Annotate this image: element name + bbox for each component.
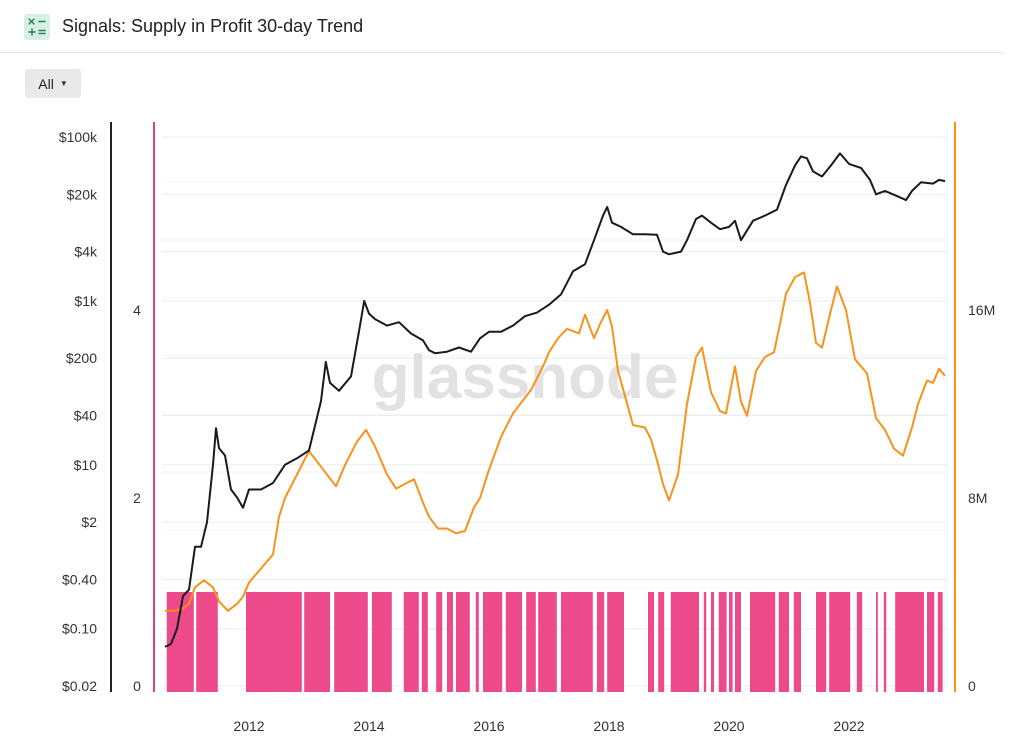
signal-tick-label: 2 — [133, 490, 141, 506]
signal-bar — [505, 592, 522, 692]
signal-bar — [829, 592, 851, 692]
signal-bar — [816, 592, 827, 692]
signal-bar — [883, 592, 887, 692]
signal-bar — [607, 592, 624, 692]
signal-bar — [856, 592, 863, 692]
supply-line — [165, 271, 946, 612]
signal-bar — [895, 592, 924, 692]
signal-bar — [456, 592, 470, 692]
supply-tick-label: 0 — [968, 678, 976, 694]
signal-bar — [403, 592, 419, 692]
price-series — [164, 152, 946, 648]
price-tick-label: $40 — [74, 407, 98, 423]
signal-bar — [246, 592, 302, 692]
signal-bar — [937, 592, 943, 692]
signal-bar — [196, 592, 218, 692]
time-range-dropdown[interactable]: All ▼ — [25, 69, 81, 98]
price-tick-label: $20k — [67, 186, 98, 202]
signal-bar — [793, 592, 801, 692]
signal-bar — [372, 592, 392, 692]
price-tick-label: $1k — [74, 293, 98, 309]
x-tick-label: 2016 — [473, 718, 504, 734]
x-tick-label: 2018 — [593, 718, 624, 734]
signal-bar — [658, 592, 665, 692]
x-tick-label: 2022 — [833, 718, 864, 734]
caret-down-icon: ▼ — [59, 79, 68, 88]
supply-tick-label: 8M — [968, 490, 987, 506]
x-tick-label: 2012 — [233, 718, 264, 734]
price-tick-label: $0.40 — [62, 571, 97, 587]
signal-bar — [436, 592, 443, 692]
signal-tick-label: 0 — [133, 678, 141, 694]
axes: $100k $20k $4k $1k $200 $40 $10 $2 $0.40 $0.10 $0.… — [59, 122, 995, 734]
calculator-icon — [24, 14, 50, 40]
price-tick-label: $4k — [74, 244, 98, 260]
supply-tick-label: 16M — [968, 302, 995, 318]
signal-bars — [166, 592, 943, 692]
x-tick-label: 2014 — [353, 718, 384, 734]
signal-bar — [876, 592, 878, 692]
price-tick-label: $0.02 — [62, 678, 97, 694]
signal-bar — [670, 592, 699, 692]
signal-bar — [597, 592, 605, 692]
signal-bar — [538, 592, 557, 692]
price-tick-label: $0.10 — [62, 621, 97, 637]
signal-bar — [735, 592, 741, 692]
time-range-label: All — [38, 75, 54, 92]
signal-bar — [729, 592, 733, 692]
signal-bar — [447, 592, 453, 692]
panel-header: Signals: Supply in Profit 30-day Trend — [0, 0, 1004, 53]
signal-bar — [778, 592, 789, 692]
signal-bar — [703, 592, 707, 692]
signal-bar — [304, 592, 330, 692]
price-tick-label: $200 — [66, 350, 97, 366]
x-tick-label: 2020 — [713, 718, 744, 734]
signal-bar — [711, 592, 714, 692]
signal-bar — [483, 592, 503, 692]
signal-bar — [648, 592, 654, 692]
signal-bar — [750, 592, 776, 692]
signal-bar — [561, 592, 593, 692]
signal-bar — [421, 592, 428, 692]
signal-bar — [718, 592, 727, 692]
price-tick-label: $100k — [59, 129, 98, 145]
watermark: glassnode — [372, 343, 679, 412]
signal-bar — [526, 592, 536, 692]
signal-tick-label: 4 — [133, 302, 141, 318]
signal-bar — [475, 592, 479, 692]
price-line — [164, 152, 946, 648]
page-title: Signals: Supply in Profit 30-day Trend — [62, 16, 364, 36]
signal-bar — [334, 592, 368, 692]
price-tick-label: $2 — [81, 514, 97, 530]
supply-series — [165, 271, 946, 612]
price-tick-label: $10 — [74, 457, 98, 473]
signal-bar — [927, 592, 935, 692]
